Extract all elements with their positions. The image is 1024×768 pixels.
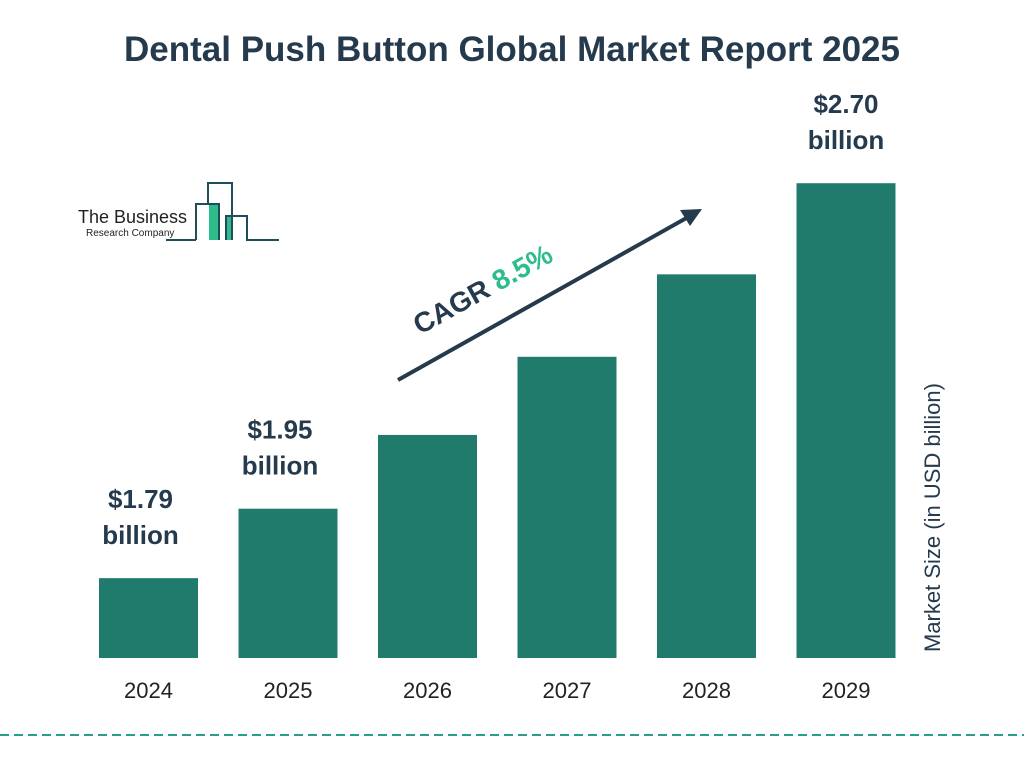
logo-text-line2: Research Company [86,228,174,239]
cagr-annotation: CAGR 8.5% [397,209,702,382]
bar-2027 [517,356,617,658]
x-tick-label: 2029 [822,678,871,703]
y-axis-label: Market Size (in USD billion) [920,383,945,652]
chart-title: Dental Push Button Global Market Report … [124,30,900,69]
data-label-value: $2.70 [813,89,878,119]
logo-text-line1: The Business [78,207,187,227]
x-tick-label: 2026 [403,678,452,703]
x-tick-label: 2025 [264,678,313,703]
cagr-arrow [397,214,691,382]
cagr-label: CAGR 8.5% [408,238,558,340]
bar-2028 [657,274,756,658]
data-label-value: $1.79 [108,484,173,514]
cagr-value: 8.5% [487,238,558,296]
bar-2026 [378,434,477,658]
x-tick-label: 2024 [124,678,173,703]
cagr-arrowhead-icon [680,209,702,226]
company-logo: The Business Research Company [78,182,279,241]
data-label-unit: billion [808,125,885,155]
bar-2024 [99,578,198,658]
x-tick-label: 2028 [682,678,731,703]
data-label-value: $1.95 [247,415,312,445]
data-label-unit: billion [242,451,319,481]
bar-2025 [238,508,338,658]
data-label-unit: billion [102,520,179,550]
bar-2029 [796,183,896,659]
x-tick-label: 2027 [543,678,592,703]
